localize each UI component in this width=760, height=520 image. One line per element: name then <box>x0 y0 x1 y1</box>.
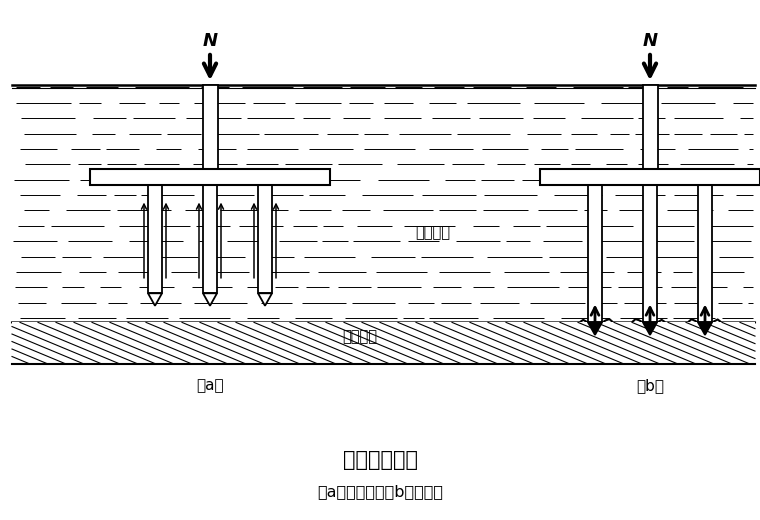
Text: 坚硬土层: 坚硬土层 <box>343 330 378 344</box>
Bar <box>698 185 712 322</box>
Text: 桩基受力类型: 桩基受力类型 <box>343 450 417 470</box>
Text: N: N <box>642 32 657 50</box>
Text: （a）摩擦桩；（b）端承桩: （a）摩擦桩；（b）端承桩 <box>317 484 443 499</box>
Polygon shape <box>203 293 217 306</box>
Bar <box>540 170 760 185</box>
Text: 软弱土层: 软弱土层 <box>415 226 450 240</box>
Bar <box>258 185 272 293</box>
Polygon shape <box>588 322 602 335</box>
Bar <box>203 185 217 293</box>
Bar <box>642 85 657 170</box>
Text: （b）: （b） <box>636 379 664 394</box>
Polygon shape <box>698 322 712 335</box>
Text: N: N <box>202 32 217 50</box>
Bar <box>90 170 330 185</box>
Bar <box>12 322 755 364</box>
Bar <box>202 85 217 170</box>
Polygon shape <box>258 293 272 306</box>
Bar <box>643 185 657 322</box>
Bar <box>148 185 162 293</box>
Bar <box>588 185 602 322</box>
Polygon shape <box>148 293 162 306</box>
Text: （a）: （a） <box>196 379 223 394</box>
Polygon shape <box>643 322 657 335</box>
